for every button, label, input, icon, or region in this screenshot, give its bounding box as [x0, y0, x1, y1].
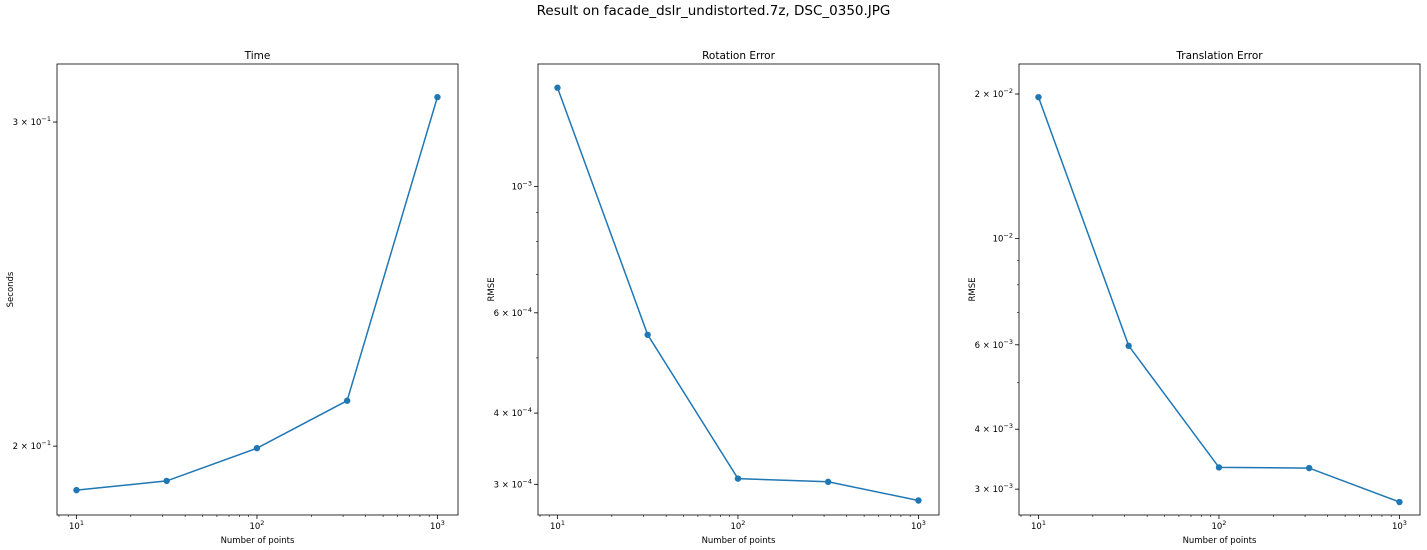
y-tick-label-base: 3 × 10 — [494, 480, 523, 490]
x-tick-label: 102 — [730, 519, 745, 532]
x-tick-label-exponent: 2 — [1222, 519, 1226, 527]
x-tick-label-exponent: 1 — [1042, 519, 1046, 527]
y-tick-label-base: 6 × 10 — [494, 309, 523, 319]
data-point — [1396, 498, 1403, 506]
x-tick-label-exponent: 3 — [1403, 519, 1407, 527]
y-tick-label-exponent: −4 — [522, 306, 532, 314]
x-tick-label-base: 10 — [69, 522, 80, 532]
y-tick-label-base: 3 × 10 — [975, 485, 1004, 495]
y-tick-label-exponent: −3 — [1003, 338, 1013, 346]
x-tick-label-exponent: 2 — [741, 519, 745, 527]
y-axis-label: RMSE — [487, 277, 497, 301]
data-point — [73, 486, 80, 494]
y-tick-label-exponent: −4 — [522, 477, 532, 485]
y-tick-label-exponent: −3 — [1003, 422, 1013, 430]
data-point — [163, 477, 170, 485]
figure-title: Result on facade_dslr_undistorted.7z, DS… — [536, 3, 891, 19]
x-tick-label: 101 — [69, 519, 84, 532]
y-tick-label-base: 10 — [512, 182, 523, 192]
x-tick-label: 101 — [1031, 519, 1046, 532]
x-tick-label-exponent: 3 — [441, 519, 445, 527]
y-tick-label: 3 × 10−1 — [13, 115, 51, 128]
y-tick-label: 6 × 10−4 — [494, 306, 532, 319]
y-tick-label: 3 × 10−4 — [494, 477, 532, 490]
y-tick-label: 6 × 10−3 — [975, 338, 1013, 351]
x-tick-label-base: 10 — [730, 522, 741, 532]
series-line — [1037, 96, 1400, 503]
y-tick-label-exponent: −3 — [1003, 482, 1013, 490]
y-tick-label: 2 × 10−1 — [13, 439, 51, 452]
x-tick-label-exponent: 1 — [80, 519, 84, 527]
x-tick-label-base: 10 — [911, 522, 922, 532]
data-point — [915, 497, 922, 504]
data-point — [644, 331, 651, 338]
x-tick-label: 103 — [911, 519, 926, 532]
chart-title: Time — [244, 50, 271, 62]
x-tick-label-base: 10 — [550, 522, 561, 532]
x-tick-label-base: 10 — [1031, 522, 1042, 532]
data-point — [253, 444, 261, 452]
x-tick-label: 103 — [1392, 519, 1407, 532]
chart-title: Translation Error — [1175, 50, 1263, 62]
y-tick-label: 3 × 10−3 — [975, 482, 1013, 495]
x-axis-label: Number of points — [1183, 536, 1257, 546]
x-axis-label: Number of points — [221, 536, 295, 546]
chart-title: Rotation Error — [702, 50, 776, 62]
x-tick-label: 102 — [249, 519, 264, 532]
axes-frame — [1018, 63, 1421, 516]
y-tick-label-exponent: −1 — [41, 115, 51, 123]
y-tick-label-exponent: −4 — [522, 406, 532, 414]
data-point — [734, 475, 742, 482]
y-tick-label-exponent: −3 — [522, 179, 532, 187]
data-point — [824, 478, 832, 486]
axes-frame — [537, 63, 940, 516]
y-tick-label: 10−2 — [993, 231, 1013, 244]
x-tick-label-base: 10 — [430, 522, 441, 532]
y-tick-label-base: 4 × 10 — [975, 425, 1004, 435]
x-tick-label-exponent: 1 — [561, 519, 565, 527]
x-tick-label-base: 10 — [249, 522, 260, 532]
y-tick-label-exponent: −1 — [41, 439, 51, 447]
x-tick-label-base: 10 — [1392, 522, 1403, 532]
axes-frame — [56, 63, 459, 516]
x-tick-label-exponent: 2 — [260, 519, 264, 527]
data-point — [343, 397, 351, 404]
data-point — [434, 93, 441, 101]
data-point — [1305, 464, 1313, 472]
y-tick-label-base: 2 × 10 — [13, 442, 42, 452]
data-point — [554, 84, 561, 91]
data-point — [1125, 342, 1132, 350]
data-point — [1035, 93, 1042, 101]
data-point — [1215, 464, 1223, 471]
y-tick-label-base: 6 × 10 — [975, 341, 1004, 351]
y-axis-label: RMSE — [968, 277, 978, 301]
x-tick-label: 101 — [550, 519, 565, 532]
y-tick-label-base: 3 × 10 — [13, 118, 42, 128]
x-axis-label: Number of points — [702, 536, 776, 546]
y-tick-label: 2 × 10−2 — [975, 87, 1013, 100]
y-axis-label: Seconds — [6, 271, 16, 307]
y-tick-label-base: 4 × 10 — [494, 409, 523, 419]
y-tick-label: 10−3 — [512, 179, 532, 192]
y-tick-label-exponent: −2 — [1003, 231, 1013, 239]
x-tick-label-base: 10 — [1211, 522, 1222, 532]
y-tick-label-base: 10 — [993, 234, 1004, 244]
x-tick-label: 103 — [430, 519, 445, 532]
y-tick-label-base: 2 × 10 — [975, 90, 1004, 100]
series-line — [76, 96, 439, 491]
y-tick-label: 4 × 10−3 — [975, 422, 1013, 435]
y-tick-label-exponent: −2 — [1003, 87, 1013, 95]
x-tick-label-exponent: 3 — [922, 519, 926, 527]
x-tick-label: 102 — [1211, 519, 1226, 532]
y-tick-label: 4 × 10−4 — [494, 406, 532, 419]
series-line — [556, 87, 919, 502]
